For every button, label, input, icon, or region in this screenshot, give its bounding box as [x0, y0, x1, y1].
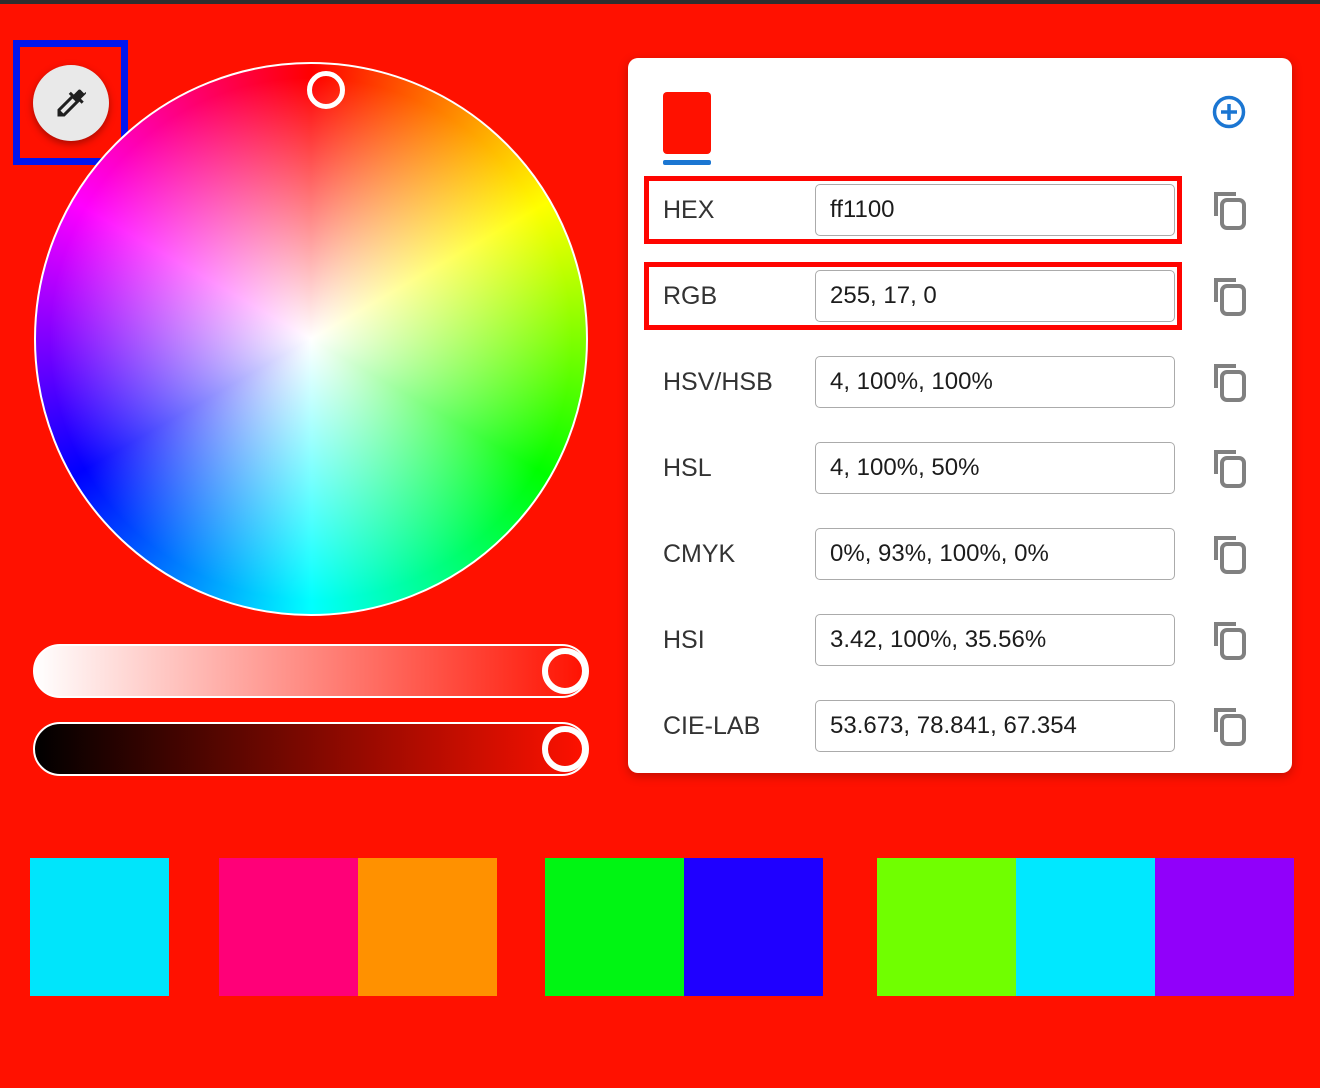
format-label: HEX: [663, 196, 715, 224]
format-label: CIE-LAB: [663, 712, 761, 740]
palette-swatch[interactable]: [1016, 858, 1155, 996]
format-row-cielab: CIE-LAB: [628, 700, 1292, 752]
copy-button[interactable]: [1208, 618, 1252, 662]
copy-button[interactable]: [1208, 188, 1252, 232]
palette-swatch[interactable]: [684, 858, 823, 996]
window-top-edge: [0, 0, 1320, 4]
format-label: HSV/HSB: [663, 368, 773, 396]
palette-swatch[interactable]: [219, 858, 358, 996]
brightness-slider-handle[interactable]: [542, 726, 588, 772]
format-label: HSL: [663, 454, 712, 482]
color-formats-panel: HEX RGB HSV/HSB: [628, 58, 1292, 773]
copy-icon: [1214, 536, 1246, 574]
copy-icon: [1214, 622, 1246, 660]
selected-color-swatch[interactable]: [663, 92, 711, 154]
copy-button[interactable]: [1208, 274, 1252, 318]
format-row-hsl: HSL: [628, 442, 1292, 494]
copy-button[interactable]: [1208, 532, 1252, 576]
brightness-slider[interactable]: [33, 722, 589, 776]
add-color-button[interactable]: [1211, 94, 1247, 130]
palette-swatch[interactable]: [30, 858, 169, 996]
copy-button[interactable]: [1208, 360, 1252, 404]
format-label: CMYK: [663, 540, 736, 568]
cielab-value-input[interactable]: [815, 700, 1175, 752]
color-wheel-selector-handle[interactable]: [307, 71, 345, 109]
palette-swatch[interactable]: [358, 858, 497, 996]
copy-icon: [1214, 364, 1246, 402]
palette-swatch[interactable]: [877, 858, 1016, 996]
copy-icon: [1214, 450, 1246, 488]
copy-icon: [1214, 192, 1246, 230]
selected-swatch-underline: [663, 160, 711, 165]
copy-icon: [1214, 278, 1246, 316]
hsl-value-input[interactable]: [815, 442, 1175, 494]
copy-button[interactable]: [1208, 704, 1252, 748]
color-wheel[interactable]: [34, 62, 588, 616]
hex-value-input[interactable]: [815, 184, 1175, 236]
plus-circle-icon: [1212, 95, 1246, 129]
palette-swatch[interactable]: [1155, 858, 1294, 996]
palette-group: [30, 858, 169, 996]
saturation-slider[interactable]: [33, 644, 589, 698]
hsv-value-input[interactable]: [815, 356, 1175, 408]
format-row-cmyk: CMYK: [628, 528, 1292, 580]
eyedropper-focus-ring: [13, 40, 128, 165]
hsi-value-input[interactable]: [815, 614, 1175, 666]
format-row-hsv: HSV/HSB: [628, 356, 1292, 408]
format-row-hex: HEX: [628, 184, 1292, 236]
format-row-rgb: RGB: [628, 270, 1292, 322]
copy-icon: [1214, 708, 1246, 746]
format-row-hsi: HSI: [628, 614, 1292, 666]
saturation-slider-handle[interactable]: [542, 648, 588, 694]
eyedropper-icon: [57, 88, 86, 116]
cmyk-value-input[interactable]: [815, 528, 1175, 580]
palette-group: [545, 858, 823, 996]
palette-swatch[interactable]: [545, 858, 684, 996]
format-label: RGB: [663, 282, 718, 310]
eyedropper-button[interactable]: [32, 64, 109, 141]
rgb-value-input[interactable]: [815, 270, 1175, 322]
copy-button[interactable]: [1208, 446, 1252, 490]
palette-group: [877, 858, 1294, 996]
palette-group: [219, 858, 497, 996]
format-label: HSI: [663, 626, 705, 654]
